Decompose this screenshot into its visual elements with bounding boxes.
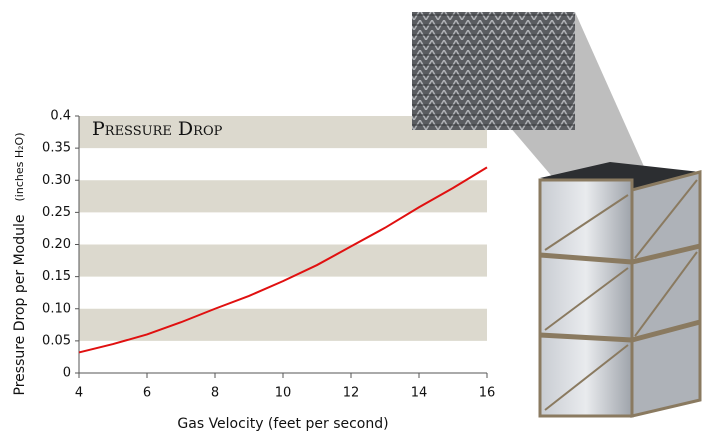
x-tick-label: 8 bbox=[211, 386, 219, 401]
band bbox=[79, 180, 487, 212]
chart-title: Pressure Drop bbox=[92, 118, 223, 140]
y-tick-label: 0.15 bbox=[42, 269, 71, 284]
y-tick-label: 0.10 bbox=[42, 301, 71, 316]
y-axis-unit: (inches H₂O) bbox=[13, 133, 26, 202]
y-tick-label: 0.05 bbox=[42, 333, 71, 348]
chart: Pressure Drop Gas Velocity (feet per sec… bbox=[0, 0, 707, 434]
bands bbox=[79, 116, 487, 341]
y-axis-title: Pressure Drop per Module bbox=[12, 215, 28, 396]
x-tick-label: 10 bbox=[275, 386, 292, 401]
band bbox=[79, 245, 487, 277]
x-tick-label: 14 bbox=[411, 386, 428, 401]
y-tick-label: 0.20 bbox=[42, 237, 71, 252]
y-tick-label: 0.25 bbox=[42, 205, 71, 220]
x-tick-label: 12 bbox=[343, 386, 360, 401]
x-tick-label: 16 bbox=[479, 386, 496, 401]
x-tick-label: 4 bbox=[75, 386, 83, 401]
x-axis-title: Gas Velocity (feet per second) bbox=[177, 416, 388, 432]
y-tick-label: 0.4 bbox=[50, 109, 71, 124]
y-tick-label: 0 bbox=[63, 366, 71, 381]
mesh-zoom-image bbox=[412, 12, 575, 130]
y-tick-label: 0.30 bbox=[42, 173, 71, 188]
module-photo bbox=[540, 162, 700, 416]
x-tick-label: 6 bbox=[143, 386, 151, 401]
y-tick-label: 0.35 bbox=[42, 141, 71, 156]
